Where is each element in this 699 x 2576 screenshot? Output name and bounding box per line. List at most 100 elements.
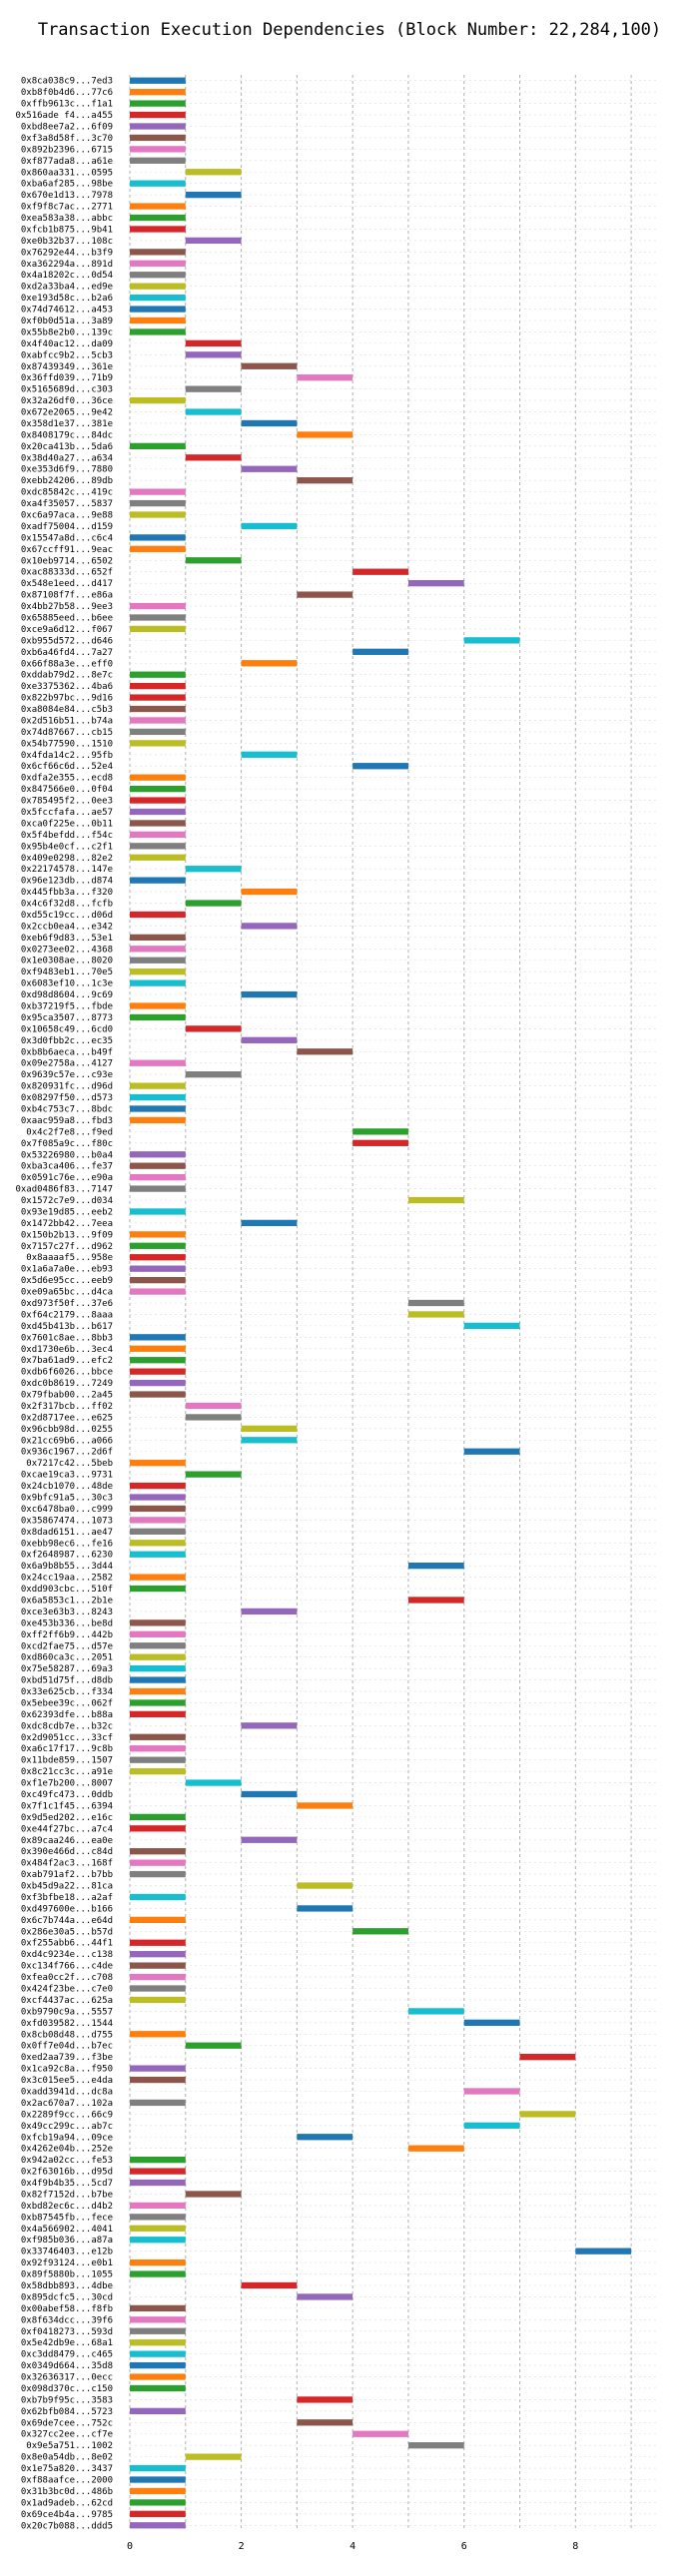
y-tick-label: 0xdc0b8619...7249 xyxy=(21,1379,113,1389)
y-tick-label: 0xf3a8d58f...3c70 xyxy=(21,134,113,144)
y-tick-label: 0x7ba61ad9...efc2 xyxy=(21,1356,113,1366)
dependency-bar xyxy=(130,134,186,142)
y-tick-label: 0x09e2758a...4127 xyxy=(21,1059,113,1069)
dependency-bar xyxy=(241,2281,298,2289)
dependency-bar xyxy=(130,1939,186,1946)
dependency-bar xyxy=(130,1962,186,1969)
dependency-bar xyxy=(130,1208,186,1215)
dependency-bar xyxy=(241,888,298,896)
y-tick-label: 0x5fccfafa...ae57 xyxy=(21,808,113,818)
y-tick-label: 0x4a18202c...0d54 xyxy=(21,271,113,281)
y-tick-label: 0x4c2f7e8...f9ed xyxy=(26,1127,113,1137)
y-tick-label: 0xadf75004...d159 xyxy=(21,522,113,532)
dependency-bar xyxy=(130,831,186,839)
y-tick-label: 0x390e466d...c84d xyxy=(21,1847,113,1857)
dependency-bar xyxy=(130,1687,186,1695)
y-tick-label: 0xa4f35057...5837 xyxy=(21,499,113,509)
dependency-bar xyxy=(130,1996,186,2004)
y-tick-label: 0xe44f27bc...a7c4 xyxy=(21,1824,113,1834)
dependency-bar xyxy=(130,317,186,324)
y-tick-label: 0xea583a38...abbc xyxy=(21,214,113,224)
dependency-bar xyxy=(130,740,186,747)
y-tick-label: 0xf255abb6...44f1 xyxy=(21,1939,113,1949)
dependency-bar xyxy=(241,419,298,427)
dependency-bar xyxy=(130,614,186,621)
y-tick-label: 0x74d74612...a453 xyxy=(21,306,113,316)
y-tick-label: 0x00abef58...f8fb xyxy=(21,2304,113,2314)
y-tick-label: 0x74d87667...cb15 xyxy=(21,728,113,738)
dependency-bar xyxy=(185,191,242,199)
dependency-bar xyxy=(130,1288,186,1295)
y-tick-label: 0x6083ef10...1c3e xyxy=(21,979,113,989)
y-tick-label: 0x5e42db9e...68a1 xyxy=(21,2338,113,2348)
dependency-bar xyxy=(130,1676,186,1683)
y-tick-label: 0xb45d9a22...81ca xyxy=(21,1882,113,1892)
y-tick-label: 0x20ca413b...5da6 xyxy=(21,442,113,452)
y-tick-label: 0x822b97bc...9d16 xyxy=(21,694,113,704)
dependency-bar xyxy=(241,1425,298,1433)
y-tick-label: 0xf9f8c7ac...2771 xyxy=(21,203,113,213)
dependency-bar xyxy=(130,328,186,335)
dependency-bar xyxy=(185,169,242,176)
y-tick-label: 0x08297f50...d573 xyxy=(21,1093,113,1103)
dependency-bar xyxy=(407,1299,464,1307)
dependency-bar xyxy=(463,2122,520,2129)
y-tick-label: 0xb8b6aeca...b49f xyxy=(21,1047,113,1057)
dependency-bar xyxy=(130,671,186,678)
y-tick-label: 0x87439349...361e xyxy=(21,362,113,372)
y-tick-label: 0x4f40ac12...da09 xyxy=(21,339,113,349)
y-tick-label: 0xc3dd8479...c465 xyxy=(21,2350,113,2360)
y-tick-label: 0xd860ca3c...2051 xyxy=(21,1653,113,1663)
dependency-bar xyxy=(130,123,186,130)
dependency-bar xyxy=(130,1185,186,1192)
dependency-bar xyxy=(130,1162,186,1169)
y-tick-label: 0xabfcc9b2...5cb3 xyxy=(21,350,113,360)
y-tick-label: 0x4a566902...4041 xyxy=(21,2225,113,2235)
y-tick-label: 0x67ccff91...9eac xyxy=(21,545,113,555)
dependency-bar xyxy=(575,2248,632,2254)
y-tick-label: 0x5d6e95cc...eeb9 xyxy=(21,1276,113,1286)
y-tick-label: 0x76292e44...b3f9 xyxy=(21,248,113,258)
y-tick-label: 0x7f085a9c...f80c xyxy=(21,1139,113,1149)
y-tick-label: 0xf64c2179...8aaa xyxy=(21,1310,113,1320)
y-tick-label: 0xadd3941d...dc8a xyxy=(21,2087,113,2097)
dependency-bar xyxy=(130,396,186,404)
dependency-bar xyxy=(130,545,186,552)
y-tick-label: 0x33e625cb...f334 xyxy=(21,1687,113,1697)
y-tick-label: 0x4c6f32d8...fcfb xyxy=(21,900,113,910)
y-tick-label: 0xc6478ba0...c999 xyxy=(21,1505,113,1515)
y-tick-label: 0xf9483eb1...70e5 xyxy=(21,967,113,977)
dependency-bar xyxy=(130,843,186,850)
y-tick-label: 0xd45b413b...b617 xyxy=(21,1322,113,1332)
dependency-bar xyxy=(130,1973,186,1981)
dependency-bar xyxy=(130,877,186,884)
y-tick-label: 0x8c21cc3c...a91e xyxy=(21,1767,113,1777)
y-tick-label: 0xf1e7b200...8007 xyxy=(21,1779,113,1789)
y-tick-label: 0x3d0fbb2c...ec35 xyxy=(21,1036,113,1046)
dependency-bar xyxy=(130,1733,186,1740)
y-tick-label: 0x2d516b51...b74a xyxy=(21,716,113,726)
dependency-bar xyxy=(407,580,464,587)
y-tick-label: 0xca0f225e...0b11 xyxy=(21,819,113,829)
dependency-bar xyxy=(130,499,186,507)
y-tick-label: 0x8aaaaf5...958e xyxy=(26,1253,113,1263)
y-tick-label: 0xd973f50f...37e6 xyxy=(21,1299,113,1309)
y-tick-label: 0x327cc2ee...cf7e xyxy=(21,2430,113,2440)
y-tick-label: 0xa362294a...891d xyxy=(21,260,113,270)
dependency-bar xyxy=(130,717,186,724)
dependency-bar xyxy=(241,465,298,472)
dependency-bar xyxy=(241,522,298,530)
dependency-bar xyxy=(185,900,242,907)
y-tick-label: 0xc6a97aca...9e88 xyxy=(21,511,113,521)
y-tick-label: 0xfcb1b875...9b41 xyxy=(21,225,113,235)
y-tick-label: 0x860aa331...0595 xyxy=(21,168,113,178)
y-tick-label: 0x89f5880b...1055 xyxy=(21,2270,113,2280)
y-tick-label: 0xd497600e...b166 xyxy=(21,1904,113,1914)
dependency-bar xyxy=(130,1859,186,1866)
dependency-bar xyxy=(130,2327,186,2334)
y-tick-label: 0x9e5a751...1002 xyxy=(26,2441,113,2451)
dependency-bar xyxy=(519,2054,576,2061)
x-tick-label: 0 xyxy=(127,2541,133,2552)
dependency-bar xyxy=(130,2065,186,2072)
